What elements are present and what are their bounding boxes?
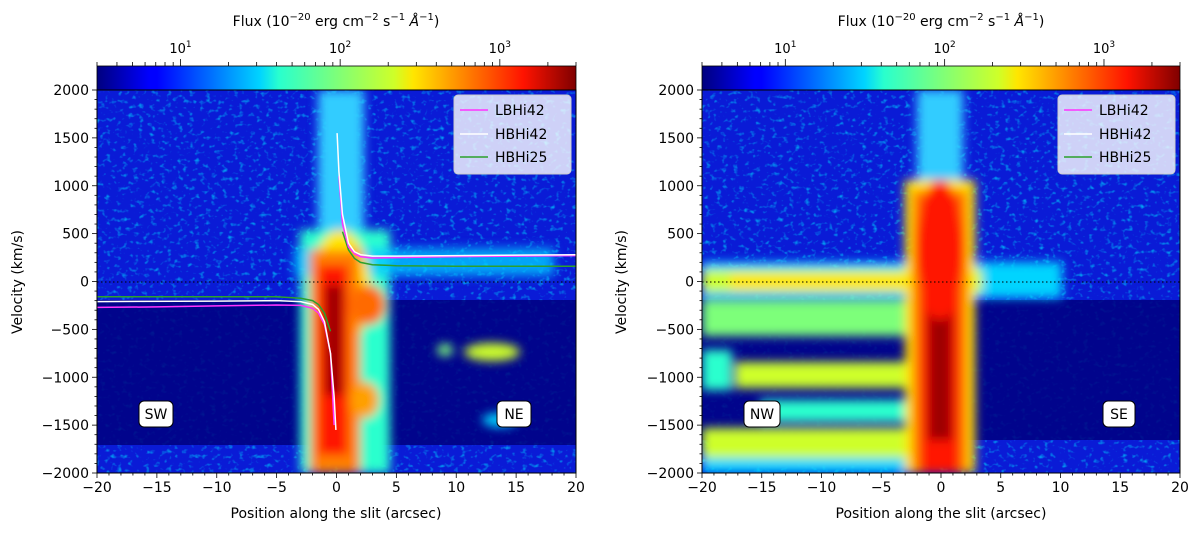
left-panel: 101 102 103 Flux (10−20 erg cm−2 s−1 Å−1) [10, 12, 585, 522]
x-tick-label: 15 [1111, 480, 1129, 496]
colorbar-tick-label: 103 [489, 40, 511, 57]
y-tick-label: 1000 [658, 179, 694, 195]
left-x-axis-label: Position along the slit (arcsec) [231, 506, 442, 522]
right-x-axis-label: Position along the slit (arcsec) [836, 506, 1047, 522]
x-tick-label: −5 [266, 480, 287, 496]
annotation-ne: NE [496, 400, 532, 428]
y-tick-label: −1500 [647, 418, 694, 434]
y-tick-label: −500 [656, 322, 694, 338]
legend-item-HBHi42: HBHi42 [1099, 127, 1151, 143]
left-y-axis-label: Velocity (km/s) [10, 230, 26, 334]
colorbar-tick-label: 101 [169, 40, 191, 57]
right-colorbar [701, 65, 1181, 91]
x-tick-label: −20 [687, 480, 717, 496]
right-panel: 101 102 103 Flux (10−20 erg cm−2 s−1 Å−1) [614, 12, 1189, 522]
x-tick-label: −10 [807, 480, 837, 496]
colorbar-tick-label: 103 [1093, 40, 1115, 57]
x-tick-label: 10 [1052, 480, 1070, 496]
series-line-HBHi25-sw [97, 296, 332, 332]
right-y-axis-label: Velocity (km/s) [614, 230, 630, 334]
right-colorbar-ticks: 101 102 103 [701, 40, 1181, 66]
legend-item-HBHi25: HBHi25 [1099, 150, 1151, 166]
left-colorbar [96, 65, 577, 91]
left-y-ticks: −2000 −1500 −1000 −500 0 500 1000 1500 2000 [42, 83, 97, 482]
y-tick-label: 1000 [53, 179, 89, 195]
y-tick-label: 0 [80, 275, 89, 291]
left-colorbar-ticks: 101 102 103 [96, 40, 577, 66]
y-tick-label: 500 [62, 227, 89, 243]
x-tick-label: 5 [392, 480, 401, 496]
right-legend: LBHi42 HBHi42 HBHi25 [1057, 94, 1176, 175]
legend-item-HBHi25: HBHi25 [495, 150, 547, 166]
series-line-HBHi42-sw [97, 299, 337, 430]
x-tick-label: −10 [202, 480, 232, 496]
svg-text:SE: SE [1110, 407, 1128, 423]
y-tick-label: 500 [667, 227, 694, 243]
x-tick-label: 20 [567, 480, 585, 496]
left-colorbar-label: Flux (10−20 erg cm−2 s−1 Å−1) [233, 12, 440, 30]
x-tick-label: 0 [332, 480, 341, 496]
y-tick-label: 0 [685, 275, 694, 291]
legend-item-HBHi42: HBHi42 [495, 127, 547, 143]
x-tick-label: 10 [447, 480, 465, 496]
svg-text:SW: SW [145, 407, 168, 423]
right-x-ticks: −20 −15 −10 −5 0 5 10 15 20 [687, 473, 1189, 496]
y-tick-label: −1000 [42, 370, 89, 386]
x-tick-label: 15 [507, 480, 525, 496]
x-tick-label: −5 [871, 480, 892, 496]
x-tick-label: 20 [1171, 480, 1189, 496]
right-colorbar-label: Flux (10−20 erg cm−2 s−1 Å−1) [838, 12, 1045, 30]
y-tick-label: −500 [51, 322, 89, 338]
y-tick-label: −2000 [42, 466, 89, 482]
x-tick-label: 0 [937, 480, 946, 496]
svg-text:NW: NW [750, 407, 774, 423]
y-tick-label: 1500 [53, 131, 89, 147]
series-line-LBHi42-ne [338, 176, 576, 259]
legend-item-LBHi42: LBHi42 [495, 103, 545, 119]
y-tick-label: 2000 [658, 83, 694, 99]
x-tick-label: −20 [82, 480, 112, 496]
annotation-se: SE [1102, 400, 1136, 428]
y-tick-label: −2000 [647, 466, 694, 482]
series-line-HBHi42-ne [336, 133, 576, 257]
colorbar-tick-label: 102 [934, 40, 956, 57]
y-tick-label: −1500 [42, 418, 89, 434]
colorbar-tick-label: 101 [774, 40, 796, 57]
annotation-sw: SW [138, 400, 174, 428]
left-x-ticks: −20 −15 −10 −5 0 5 10 15 20 [82, 473, 585, 496]
legend-item-LBHi42: LBHi42 [1099, 103, 1149, 119]
left-legend: LBHi42 HBHi42 HBHi25 [453, 94, 572, 175]
svg-text:NE: NE [504, 407, 523, 423]
x-tick-label: 5 [996, 480, 1005, 496]
colorbar-tick-label: 102 [329, 40, 351, 57]
annotation-nw: NW [743, 400, 781, 428]
y-tick-label: 2000 [53, 83, 89, 99]
y-tick-label: −1000 [647, 370, 694, 386]
y-tick-label: 1500 [658, 131, 694, 147]
x-tick-label: −15 [747, 480, 777, 496]
series-line-HBHi25-ne [341, 231, 576, 267]
right-y-ticks: −2000 −1500 −1000 −500 0 500 1000 1500 2000 [647, 83, 702, 482]
x-tick-label: −15 [142, 480, 172, 496]
